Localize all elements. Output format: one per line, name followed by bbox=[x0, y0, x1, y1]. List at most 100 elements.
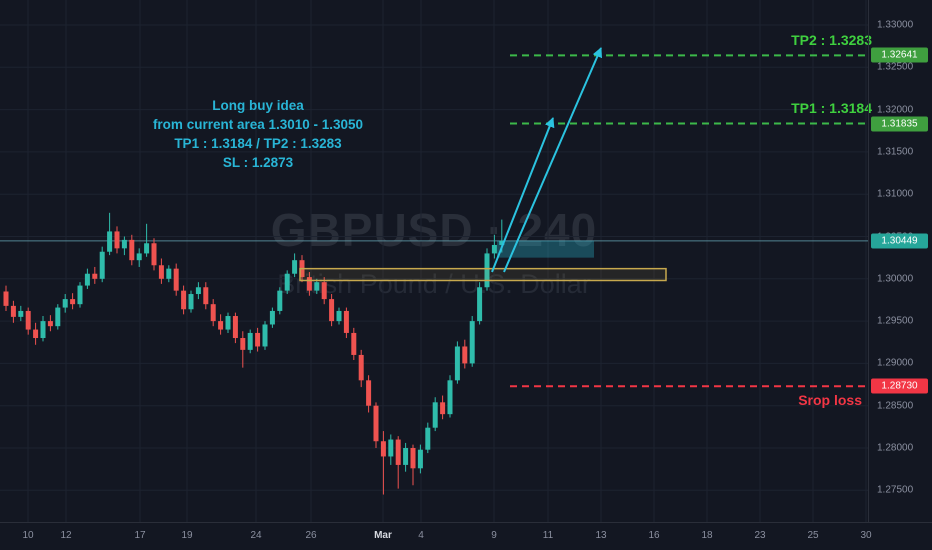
candle-body bbox=[247, 332, 253, 350]
entry-zone-box[interactable] bbox=[299, 267, 667, 282]
candle-body bbox=[232, 316, 238, 339]
price-tick-label: 1.28000 bbox=[877, 442, 914, 454]
projection-arrow[interactable] bbox=[491, 117, 555, 273]
candle-body bbox=[107, 231, 113, 252]
candle-body bbox=[358, 354, 364, 381]
watermark-description: British Pound / U.S. Dollar bbox=[277, 269, 591, 299]
candle-body bbox=[425, 427, 431, 450]
candle-body bbox=[269, 310, 275, 325]
candle-body bbox=[388, 439, 394, 457]
price-tick-label: 1.32000 bbox=[877, 104, 914, 116]
price-badge: 1.28730 bbox=[871, 378, 928, 394]
candle-body bbox=[440, 402, 446, 415]
time-tick-label: 30 bbox=[860, 530, 872, 541]
time-tick-label: 19 bbox=[181, 530, 193, 541]
candle-body bbox=[484, 253, 490, 288]
highlight-box[interactable] bbox=[497, 240, 594, 258]
time-tick-label: 11 bbox=[542, 530, 554, 541]
projection-arrow[interactable] bbox=[503, 47, 603, 273]
candle-body bbox=[373, 405, 379, 442]
trade-idea-line: from current area 1.3010 - 1.3050 bbox=[152, 117, 364, 132]
candle-body bbox=[395, 439, 401, 465]
stop-loss-label[interactable]: Srop loss bbox=[798, 392, 862, 408]
time-tick-label: 12 bbox=[60, 530, 72, 541]
candle-body bbox=[144, 243, 150, 254]
price-tick-label: 1.29500 bbox=[877, 315, 914, 327]
candle-body bbox=[84, 273, 90, 286]
candle-body bbox=[351, 332, 357, 355]
candle-body bbox=[203, 287, 209, 305]
price-tick-label: 1.27500 bbox=[877, 484, 914, 496]
candle-body bbox=[173, 268, 179, 291]
time-tick-label: 25 bbox=[807, 530, 819, 541]
candle-body bbox=[292, 260, 298, 274]
price-axis[interactable]: 1.330001.325001.320001.315001.310001.305… bbox=[868, 0, 932, 522]
trade-idea-line: TP1 : 1.3184 / TP2 : 1.3283 bbox=[174, 136, 342, 151]
candle-body bbox=[166, 268, 172, 279]
candle-body bbox=[403, 448, 409, 465]
watermark: GBPUSD · 240 British Pound / U.S. Dollar bbox=[270, 204, 598, 299]
candle-body bbox=[188, 294, 194, 310]
candle-body bbox=[129, 239, 135, 261]
trade-idea-note[interactable]: Long buy idea from current area 1.3010 -… bbox=[118, 96, 398, 172]
candle-body bbox=[158, 265, 164, 279]
price-tick-label: 1.33000 bbox=[877, 19, 914, 31]
candle-body bbox=[410, 448, 416, 469]
candle-body bbox=[151, 243, 157, 266]
candle-body bbox=[491, 244, 497, 254]
time-tick-label: 13 bbox=[595, 530, 607, 541]
price-badge: 1.32641 bbox=[871, 47, 928, 63]
candle-body bbox=[136, 253, 142, 261]
candle-body bbox=[262, 324, 268, 347]
candle-body bbox=[25, 310, 31, 330]
price-tick-label: 1.28500 bbox=[877, 400, 914, 412]
candle-body bbox=[469, 321, 475, 364]
candle-body bbox=[77, 285, 83, 305]
candle-body bbox=[47, 321, 53, 327]
price-tick-label: 1.31500 bbox=[877, 146, 914, 158]
candle-body bbox=[499, 240, 505, 245]
candle-body bbox=[477, 287, 483, 322]
candle-body bbox=[343, 310, 349, 333]
candle-body bbox=[99, 251, 105, 279]
candle-body bbox=[432, 402, 438, 428]
candle-body bbox=[121, 239, 127, 249]
candle-body bbox=[55, 307, 61, 327]
time-tick-label: 26 bbox=[305, 530, 317, 541]
candle-body bbox=[225, 316, 231, 330]
time-tick-label: 18 bbox=[701, 530, 713, 541]
candle-body bbox=[447, 380, 453, 415]
trade-idea-line: SL : 1.2873 bbox=[222, 155, 294, 170]
price-badge: 1.31835 bbox=[871, 116, 928, 132]
candle-body bbox=[321, 282, 327, 300]
candle-body bbox=[210, 304, 216, 322]
time-tick-label: Mar bbox=[374, 530, 392, 541]
candle-body bbox=[462, 346, 468, 364]
time-axis[interactable]: 10 12 17 19 24 26 Mar 4 9 11 13 16 18 23 25 30 bbox=[0, 522, 932, 550]
candle-body bbox=[92, 273, 98, 279]
time-tick-label: 10 bbox=[22, 530, 34, 541]
candle-body bbox=[40, 321, 46, 339]
watermark-symbol: GBPUSD · 240 bbox=[270, 204, 598, 256]
price-tick-label: 1.31000 bbox=[877, 188, 914, 200]
candle-body bbox=[314, 282, 320, 291]
candle-body bbox=[306, 277, 312, 291]
candle-body bbox=[195, 287, 201, 295]
candle-body bbox=[336, 310, 342, 322]
candle-body bbox=[240, 338, 246, 350]
tp1-label[interactable]: TP1 : 1.3184 bbox=[791, 100, 872, 116]
candle-body bbox=[218, 321, 224, 330]
candle-body bbox=[277, 290, 283, 311]
candle-body bbox=[181, 290, 187, 310]
candle-body bbox=[70, 299, 76, 305]
price-tick-label: 1.32500 bbox=[877, 61, 914, 73]
candle-body bbox=[33, 329, 39, 339]
price-badge: 1.30449 bbox=[871, 233, 928, 249]
time-tick-label: 16 bbox=[648, 530, 660, 541]
candle-body bbox=[454, 346, 460, 381]
time-tick-label: 24 bbox=[250, 530, 262, 541]
tp2-label[interactable]: TP2 : 1.3283 bbox=[791, 32, 872, 48]
candle-body bbox=[329, 299, 335, 322]
